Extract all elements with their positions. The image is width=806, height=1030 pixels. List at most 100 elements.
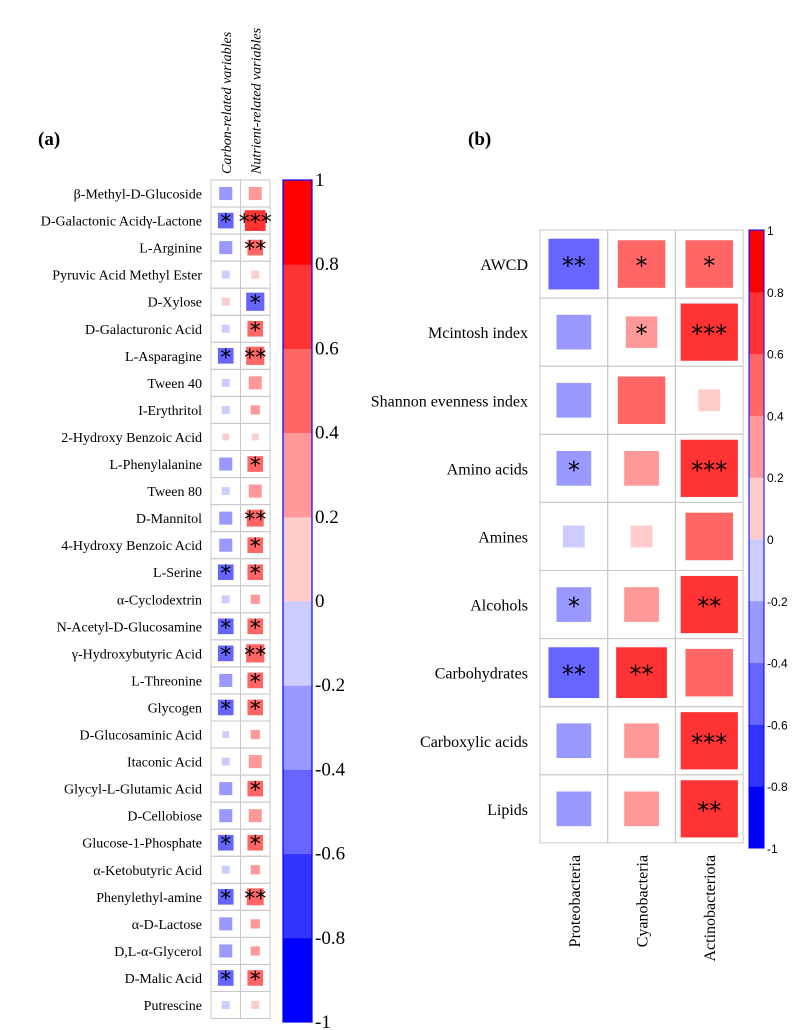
row-label: Putrescine <box>144 999 202 1014</box>
panel-b-column-labels: Proteobacteria Cyanobacteria Actinobacteri… <box>567 855 719 962</box>
colorbar-tick-label: -0.6 <box>767 718 788 732</box>
significance-mark: * <box>250 535 261 560</box>
significance-mark: *** <box>691 320 727 348</box>
cell-square <box>248 809 262 823</box>
row-label: D-Glucosaminic Acid <box>80 729 202 744</box>
colorbar-tick-label: 0.8 <box>767 286 784 300</box>
colorbar-tick-label: 0.4 <box>315 423 339 444</box>
row-label: Tween 80 <box>147 485 202 500</box>
colorbar-tick-label: -1 <box>767 842 778 856</box>
cell-square <box>247 834 264 851</box>
colorbar-tick-label: 0.4 <box>767 409 784 423</box>
cell-square <box>247 699 264 716</box>
row-label: Amines <box>478 529 528 546</box>
cell-square <box>247 456 264 472</box>
significance-mark: * <box>250 833 261 858</box>
significance-mark: ** <box>630 661 654 689</box>
cell-square <box>221 595 230 604</box>
significance-mark: * <box>250 562 261 587</box>
significance-mark: ** <box>697 797 721 825</box>
cell-square <box>221 865 230 874</box>
significance-mark: * <box>220 833 231 858</box>
colorbar-tick-label: 0 <box>767 533 774 547</box>
row-label: D-Malic Acid <box>125 972 202 987</box>
column-label: Nutrient-related variables <box>249 27 264 175</box>
significance-mark: * <box>568 456 580 484</box>
cell-square <box>221 1001 230 1009</box>
significance-mark: * <box>250 968 261 993</box>
cell-square <box>624 723 659 759</box>
cell-square <box>217 889 234 905</box>
cell-square <box>247 970 264 986</box>
row-label: N-Acetyl-D-Glucosamine <box>57 620 202 635</box>
colorbar-band <box>283 601 312 686</box>
colorbar-band <box>749 539 764 602</box>
cell-square <box>222 433 230 441</box>
cell-square <box>250 405 260 415</box>
colorbar-tick-label: 0.8 <box>315 254 339 275</box>
cell-square <box>247 537 264 553</box>
row-label: 2-Hydroxy Benzoic Acid <box>61 431 202 446</box>
cell-square <box>246 888 264 906</box>
cell-square <box>221 378 230 387</box>
cell-square <box>251 433 259 441</box>
colorbar-band <box>749 600 764 664</box>
colorbar-band <box>749 415 764 478</box>
cell-square <box>556 723 592 759</box>
significance-mark: * <box>220 562 231 587</box>
cell-square <box>217 970 234 986</box>
cell-square <box>247 672 264 689</box>
cell-square <box>248 484 262 498</box>
colorbar-band <box>749 291 764 355</box>
row-label: 4-Hydroxy Benzoic Acid <box>61 539 202 554</box>
column-label: Cyanobacteria <box>635 855 652 947</box>
row-label: D-Xylose <box>148 296 202 311</box>
row-label: D,L-α-Glycerol <box>114 945 202 960</box>
cell-square <box>680 439 738 497</box>
cell-square <box>217 618 234 635</box>
cell-square <box>680 712 738 770</box>
row-label: L-Arginine <box>139 242 202 257</box>
row-label: L-Phenylalanine <box>109 458 202 473</box>
cell-square <box>219 241 233 255</box>
panel-a-column-labels: Carbon-related variables Nutrient-related… <box>220 27 265 175</box>
panel-a-cells: * ******** ******* ** ** **** *** ** *** * <box>217 186 272 1009</box>
cell-square <box>247 618 264 635</box>
cell-square <box>222 731 230 738</box>
significance-mark: * <box>220 887 231 912</box>
significance-mark: ** <box>562 252 586 280</box>
cell-square <box>250 865 260 875</box>
row-label: Glucose-1-Phosphate <box>82 837 202 852</box>
significance-mark: ** <box>562 661 586 689</box>
cell-square <box>219 782 233 796</box>
row-label: Pyruvic Acid Methyl Ester <box>52 269 202 284</box>
colorbar-tick-label: -0.2 <box>767 595 788 609</box>
cell-square <box>219 809 233 823</box>
cell-square <box>217 699 234 716</box>
cell-square <box>556 791 592 827</box>
panel-b-cells: ** * ** **** **** **** ******* <box>548 238 738 838</box>
cell-square <box>556 451 592 486</box>
cell-square <box>246 292 265 311</box>
panel-b-colorbar: 1 0.8 0.6 0.4 0.2 0 -0.2 -0.4 -0.6 -0.8 -1 <box>748 224 788 856</box>
cell-square <box>685 648 734 697</box>
significance-mark: * <box>220 697 231 722</box>
cell-square <box>685 240 734 288</box>
row-label: Shannon evenness index <box>371 393 528 410</box>
cell-square <box>250 729 260 740</box>
row-label: Alcohols <box>470 598 528 615</box>
panel-a-grid <box>210 179 271 1020</box>
significance-mark: ** <box>244 643 266 668</box>
row-label: β-Methyl-D-Glucoside <box>74 188 202 203</box>
cell-square <box>247 780 264 797</box>
cell-square <box>217 645 234 662</box>
row-label: D-Mannitol <box>136 512 202 527</box>
significance-mark: * <box>250 670 261 695</box>
cell-square <box>680 303 738 361</box>
cell-square <box>250 919 260 929</box>
cell-square <box>219 944 233 958</box>
colorbar-band <box>283 348 312 434</box>
colorbar-band <box>283 180 312 265</box>
cell-square <box>617 240 666 288</box>
